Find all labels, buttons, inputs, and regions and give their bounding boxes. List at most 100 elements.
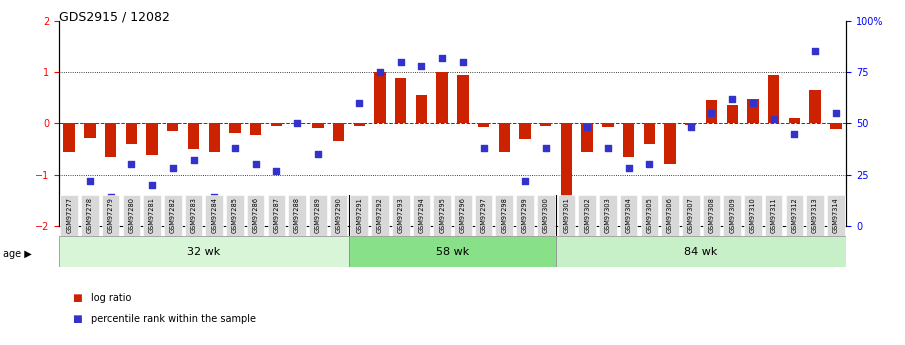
- Text: GSM97287: GSM97287: [273, 197, 280, 233]
- Text: GSM97281: GSM97281: [149, 197, 155, 233]
- Point: [476, 145, 491, 151]
- Bar: [582, 124, 593, 151]
- Text: 58 wk: 58 wk: [436, 247, 469, 257]
- Text: GSM97295: GSM97295: [439, 197, 445, 233]
- Text: GSM97297: GSM97297: [481, 197, 487, 233]
- Text: GSM97311: GSM97311: [771, 197, 776, 233]
- FancyBboxPatch shape: [786, 195, 803, 236]
- Bar: [354, 124, 365, 126]
- Text: GSM97278: GSM97278: [87, 197, 93, 233]
- Bar: [748, 99, 758, 124]
- Point: [538, 145, 553, 151]
- Point: [82, 178, 97, 184]
- Text: GSM97292: GSM97292: [377, 197, 383, 233]
- FancyBboxPatch shape: [599, 195, 616, 236]
- Bar: [59, 236, 349, 267]
- Bar: [830, 124, 842, 129]
- Bar: [643, 124, 655, 144]
- Bar: [250, 124, 262, 135]
- FancyBboxPatch shape: [702, 195, 720, 236]
- FancyBboxPatch shape: [765, 195, 783, 236]
- Bar: [561, 124, 572, 213]
- FancyBboxPatch shape: [578, 195, 596, 236]
- Text: ■: ■: [72, 314, 82, 324]
- FancyBboxPatch shape: [537, 195, 555, 236]
- FancyBboxPatch shape: [329, 195, 348, 236]
- Bar: [499, 124, 510, 151]
- Text: GSM97282: GSM97282: [170, 197, 176, 233]
- FancyBboxPatch shape: [143, 195, 161, 236]
- Text: GSM97310: GSM97310: [750, 197, 756, 233]
- Text: GSM97279: GSM97279: [108, 197, 114, 233]
- Bar: [457, 75, 469, 124]
- Point: [559, 213, 574, 218]
- Bar: [229, 124, 241, 132]
- FancyBboxPatch shape: [641, 195, 658, 236]
- Bar: [147, 124, 157, 155]
- Point: [704, 110, 719, 116]
- Bar: [167, 124, 178, 131]
- Text: GSM97280: GSM97280: [129, 197, 134, 233]
- FancyBboxPatch shape: [806, 195, 824, 236]
- Bar: [436, 72, 448, 124]
- FancyBboxPatch shape: [61, 195, 78, 236]
- Point: [683, 125, 698, 130]
- Text: GSM97305: GSM97305: [646, 197, 653, 233]
- Point: [580, 125, 595, 130]
- FancyBboxPatch shape: [516, 195, 534, 236]
- FancyBboxPatch shape: [682, 195, 700, 236]
- FancyBboxPatch shape: [102, 195, 119, 236]
- FancyBboxPatch shape: [744, 195, 762, 236]
- Text: GSM97314: GSM97314: [833, 197, 839, 233]
- Bar: [602, 124, 614, 127]
- Point: [435, 55, 450, 60]
- Bar: [271, 124, 282, 126]
- Text: GSM97303: GSM97303: [605, 197, 611, 233]
- Bar: [478, 124, 490, 127]
- Text: GSM97312: GSM97312: [791, 197, 797, 233]
- FancyBboxPatch shape: [81, 195, 99, 236]
- Bar: [395, 78, 406, 124]
- Bar: [63, 124, 75, 151]
- Bar: [312, 124, 323, 128]
- Text: 84 wk: 84 wk: [684, 247, 718, 257]
- FancyBboxPatch shape: [827, 195, 844, 236]
- Bar: [706, 100, 717, 124]
- Bar: [208, 124, 220, 151]
- FancyBboxPatch shape: [392, 195, 409, 236]
- FancyBboxPatch shape: [454, 195, 472, 236]
- Point: [518, 178, 532, 184]
- Text: GSM97285: GSM97285: [232, 197, 238, 233]
- Text: GSM97309: GSM97309: [729, 197, 735, 233]
- Point: [662, 207, 677, 212]
- Text: GSM97288: GSM97288: [294, 197, 300, 233]
- Point: [787, 131, 802, 136]
- Text: 32 wk: 32 wk: [187, 247, 221, 257]
- Point: [290, 121, 304, 126]
- Bar: [623, 124, 634, 157]
- Bar: [768, 75, 779, 124]
- Text: GSM97306: GSM97306: [667, 197, 673, 233]
- FancyBboxPatch shape: [122, 195, 140, 236]
- Point: [186, 158, 201, 163]
- FancyBboxPatch shape: [433, 195, 451, 236]
- FancyBboxPatch shape: [247, 195, 264, 236]
- Bar: [809, 90, 821, 124]
- Bar: [727, 105, 738, 124]
- Point: [746, 100, 760, 106]
- Bar: [664, 124, 676, 165]
- Point: [331, 199, 346, 204]
- Bar: [349, 236, 556, 267]
- Text: GSM97307: GSM97307: [688, 197, 694, 233]
- Text: GSM97296: GSM97296: [460, 197, 466, 233]
- Text: age ▶: age ▶: [3, 249, 32, 258]
- Point: [310, 151, 325, 157]
- Point: [829, 110, 843, 116]
- Bar: [126, 124, 137, 144]
- Point: [643, 162, 657, 167]
- Bar: [685, 124, 697, 125]
- Bar: [375, 72, 386, 124]
- Text: GSM97308: GSM97308: [709, 197, 714, 233]
- FancyBboxPatch shape: [226, 195, 243, 236]
- Bar: [105, 124, 117, 157]
